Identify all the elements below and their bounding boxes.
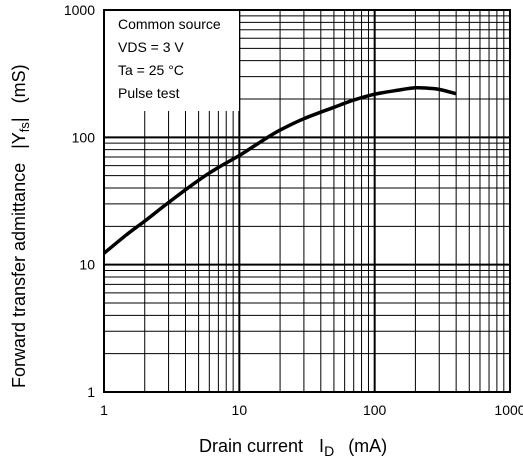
- x-axis-label: Drain current ID (mA): [199, 436, 387, 459]
- y-tick-label: 1000: [64, 2, 95, 18]
- annotation-box: Common source VDS = 3 V Ta = 25 °C Pulse te…: [118, 16, 221, 101]
- plot-frame: [103, 9, 511, 393]
- x-tick-label: 100: [363, 402, 387, 418]
- series-line: [102, 85, 457, 255]
- x-tick-label: 1: [100, 402, 108, 418]
- x-tick-label: 10: [232, 402, 248, 418]
- annotation-line: Common source: [118, 16, 221, 32]
- annotation-line: Ta = 25 °C: [118, 62, 184, 78]
- y-tick-label: 100: [72, 129, 96, 145]
- tick-labels: 1 10 100 1000 1 10 100 1000: [64, 2, 523, 418]
- legend-box: [105, 11, 239, 111]
- x-tick-label: 1000: [494, 402, 523, 418]
- y-tick-label: 1: [87, 384, 95, 400]
- series-layer: [102, 85, 457, 255]
- axis-labels: Drain current ID (mA) Forward transfer admi…: [9, 64, 387, 459]
- y-axis-label: Forward transfer admittance|Yfs|(mS): [9, 64, 32, 388]
- annotation-line: Pulse test: [118, 85, 180, 101]
- y-tick-label: 10: [79, 257, 95, 273]
- annotation-line: VDS = 3 V: [118, 39, 184, 55]
